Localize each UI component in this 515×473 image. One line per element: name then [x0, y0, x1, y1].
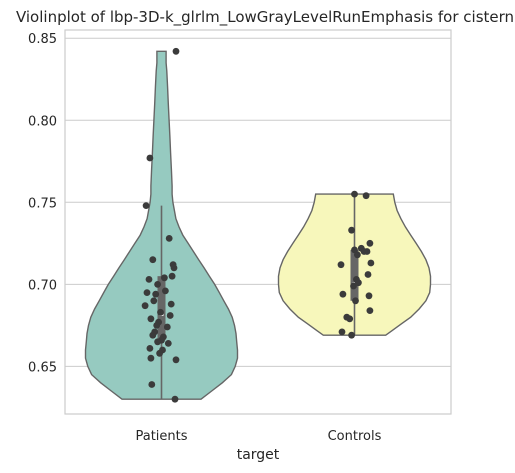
data-point: [154, 338, 162, 346]
data-point: [346, 315, 354, 323]
x-tick-label: Patients: [135, 429, 187, 444]
plot-frame: [64, 29, 452, 415]
data-point: [168, 272, 176, 280]
data-point: [365, 292, 373, 300]
data-point: [337, 261, 345, 269]
data-point: [167, 300, 175, 308]
data-point: [156, 349, 164, 357]
data-point: [366, 239, 374, 247]
data-point: [351, 246, 358, 254]
data-point: [147, 354, 155, 362]
data-point: [154, 281, 162, 288]
strip-points: [141, 47, 375, 403]
data-point: [150, 297, 158, 305]
data-point: [339, 290, 347, 298]
data-point: [146, 345, 154, 352]
data-point: [166, 312, 174, 319]
data-point: [142, 202, 150, 210]
data-point: [146, 154, 154, 162]
x-tick-labels: Patients Controls: [135, 429, 381, 444]
data-point: [351, 190, 358, 198]
data-point: [171, 395, 179, 403]
iqr-box-controls: [350, 249, 359, 301]
data-point: [364, 271, 372, 278]
data-point: [362, 192, 370, 200]
data-point: [172, 47, 180, 55]
data-point: [172, 356, 180, 364]
y-tick-label: 0.80: [28, 114, 57, 129]
data-point: [153, 322, 161, 329]
data-point: [162, 287, 169, 295]
x-axis-label: target: [237, 447, 280, 463]
data-point: [163, 323, 171, 331]
data-point: [161, 274, 168, 282]
data-point: [338, 328, 346, 336]
x-tick-label: Controls: [328, 429, 382, 444]
data-point: [350, 282, 357, 290]
y-tick-label: 0.75: [28, 196, 57, 211]
data-point: [149, 331, 157, 339]
chart-title: Violinplot of lbp-3D-k_glrlm_LowGrayLeve…: [16, 8, 514, 27]
data-point: [152, 290, 160, 298]
data-point: [355, 279, 362, 287]
data-point: [366, 307, 374, 314]
data-point: [141, 302, 149, 310]
data-point: [165, 235, 173, 242]
data-point: [164, 340, 172, 347]
data-point: [147, 315, 155, 323]
data-point: [143, 289, 151, 296]
data-point: [367, 259, 375, 267]
data-point: [352, 297, 359, 305]
y-tick-label: 0.65: [28, 360, 57, 375]
data-point: [348, 331, 355, 339]
data-point: [170, 264, 178, 272]
data-point: [148, 381, 156, 388]
iqr-box-patients: [157, 276, 166, 341]
data-point: [348, 226, 355, 234]
y-tick-label: 0.70: [28, 278, 57, 293]
data-point: [149, 256, 157, 264]
y-tick-label: 0.85: [28, 32, 57, 47]
y-tick-labels: 0.65 0.70 0.75 0.80 0.85: [28, 32, 57, 375]
violins: [84, 50, 432, 400]
data-point: [360, 248, 368, 255]
data-point: [157, 308, 164, 316]
data-point: [354, 251, 361, 259]
data-point: [145, 276, 153, 283]
